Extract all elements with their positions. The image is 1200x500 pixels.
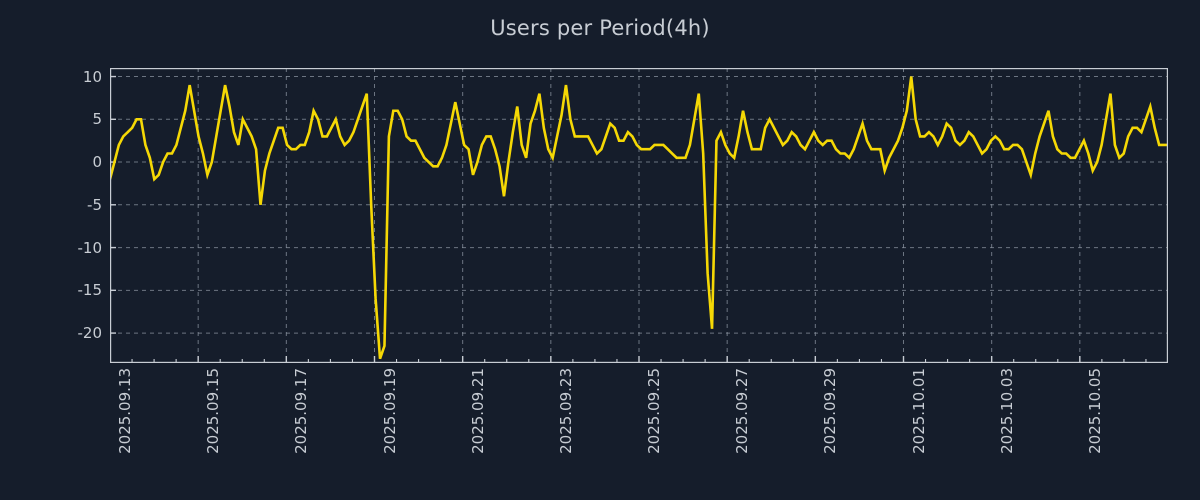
x-tick-label: 2025.09.19	[380, 368, 399, 454]
x-tick-label: 2025.09.25	[645, 368, 663, 454]
x-tick-label: 2025.10.05	[1085, 368, 1104, 454]
x-tick-label: 2025.10.03	[997, 368, 1016, 454]
plot-area	[110, 68, 1168, 363]
x-tick-label: 2025.09.29	[821, 368, 840, 454]
x-tick-label: 2025.09.23	[556, 368, 575, 454]
data-series-line	[110, 76, 1168, 360]
x-tick-label: 2025.09.13	[116, 368, 134, 454]
y-tick-label: -10	[77, 238, 103, 257]
x-axis-tick-labels: 2025.09.13 2025.09.15 2025.09.17 2025.09.19…	[110, 368, 1168, 498]
y-axis-tick-labels: 10 5 0 -5 -10 -15 -20	[0, 67, 103, 363]
y-tick-label: 10	[82, 67, 102, 86]
y-tick-label: 0	[92, 153, 102, 172]
x-tick-label: 2025.09.17	[292, 368, 311, 454]
plot-border	[110, 68, 1168, 363]
y-tick-label: -20	[77, 324, 103, 343]
x-tick-label: 2025.09.15	[204, 368, 223, 454]
x-tick-label: 2025.09.27	[733, 368, 752, 454]
y-tick-label: 5	[92, 110, 102, 129]
y-tick-label: -5	[87, 195, 102, 214]
page-title: Users per Period(4h)	[490, 16, 710, 40]
line-chart-svg	[110, 68, 1168, 363]
grid-lines	[110, 68, 1168, 363]
x-tick-label: 2025.09.21	[468, 368, 487, 454]
x-tick-label: 2025.10.01	[909, 368, 928, 454]
y-tick-label: -15	[77, 281, 103, 300]
